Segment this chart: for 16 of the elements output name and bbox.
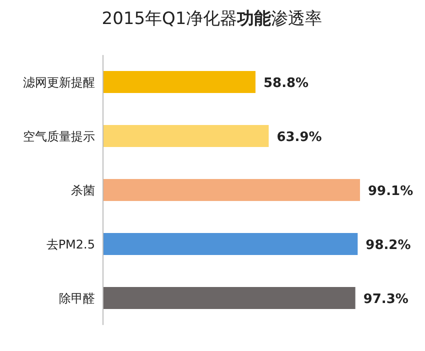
bar — [103, 71, 256, 93]
bar — [103, 179, 360, 201]
bar — [103, 287, 356, 309]
data-label: 97.3% — [363, 292, 408, 307]
y-tick-label: 去PM2.5 — [46, 238, 95, 252]
bar — [103, 125, 269, 147]
y-tick-label: 除甲醛 — [59, 292, 95, 306]
data-label: 98.2% — [366, 238, 411, 253]
bar — [103, 233, 358, 255]
data-label: 99.1% — [368, 184, 414, 199]
y-tick-label: 杀菌 — [71, 184, 95, 198]
data-label: 58.8% — [263, 76, 309, 91]
y-tick-label: 空气质量提示 — [23, 130, 95, 144]
data-label: 63.9% — [276, 130, 322, 145]
y-tick-label: 滤网更新提醒 — [23, 76, 95, 90]
chart-title: 2015年Q1净化器功能渗透率 — [102, 9, 322, 29]
